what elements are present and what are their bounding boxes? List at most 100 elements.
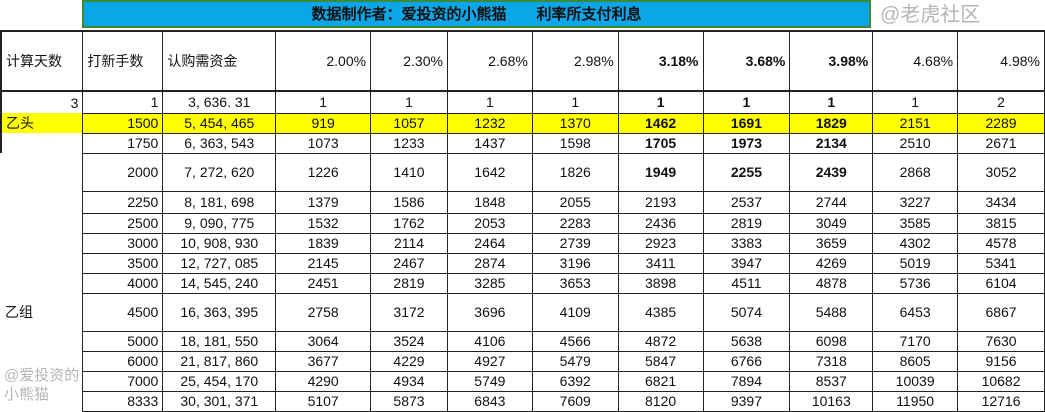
lots-cell[interactable]: 2500 bbox=[82, 212, 164, 234]
interest-cell[interactable]: 2053 bbox=[446, 212, 533, 234]
interest-cell[interactable]: 1 bbox=[370, 90, 448, 114]
interest-cell[interactable]: 3815 bbox=[957, 212, 1045, 234]
interest-cell[interactable]: 1848 bbox=[446, 190, 533, 214]
lots-cell[interactable]: 5000 bbox=[82, 330, 164, 352]
interest-cell[interactable]: 1410 bbox=[370, 152, 448, 192]
interest-cell[interactable]: 2134 bbox=[789, 132, 874, 154]
interest-cell[interactable]: 5488 bbox=[789, 292, 874, 332]
interest-cell[interactable]: 1 bbox=[275, 90, 372, 114]
interest-cell[interactable]: 1826 bbox=[531, 152, 619, 192]
interest-cell[interactable]: 1 bbox=[446, 90, 533, 114]
interest-cell[interactable]: 2151 bbox=[872, 112, 959, 134]
interest-cell[interactable]: 4511 bbox=[702, 272, 791, 294]
column-header[interactable]: 2.68% bbox=[446, 30, 533, 92]
interest-cell[interactable]: 5736 bbox=[872, 272, 959, 294]
funds-cell[interactable]: 5, 454, 465 bbox=[162, 112, 277, 134]
interest-cell[interactable]: 1057 bbox=[370, 112, 448, 134]
funds-cell[interactable]: 25, 454, 170 bbox=[162, 370, 277, 392]
interest-cell[interactable]: 1829 bbox=[789, 112, 874, 134]
column-header[interactable]: 计算天数 bbox=[0, 30, 83, 92]
column-header[interactable]: 2.30% bbox=[370, 30, 448, 92]
interest-cell[interactable]: 1 bbox=[531, 90, 619, 114]
interest-cell[interactable]: 1 bbox=[702, 90, 791, 114]
interest-cell[interactable]: 5107 bbox=[275, 390, 372, 412]
interest-cell[interactable]: 3677 bbox=[275, 350, 372, 372]
interest-cell[interactable]: 5638 bbox=[702, 330, 791, 352]
interest-cell[interactable]: 6821 bbox=[617, 370, 704, 392]
interest-cell[interactable]: 8537 bbox=[789, 370, 874, 392]
interest-cell[interactable]: 2055 bbox=[531, 190, 619, 214]
interest-cell[interactable]: 1462 bbox=[617, 112, 704, 134]
interest-cell[interactable]: 2436 bbox=[617, 212, 704, 234]
row-label-cell[interactable] bbox=[0, 133, 83, 153]
interest-cell[interactable]: 1586 bbox=[370, 190, 448, 214]
interest-cell[interactable]: 1532 bbox=[275, 212, 372, 234]
funds-cell[interactable]: 8, 181, 698 bbox=[162, 190, 277, 214]
interest-cell[interactable]: 4302 bbox=[872, 232, 959, 254]
interest-cell[interactable]: 4878 bbox=[789, 272, 874, 294]
interest-cell[interactable]: 2439 bbox=[789, 152, 874, 192]
interest-cell[interactable]: 1705 bbox=[617, 132, 704, 154]
funds-cell[interactable]: 3, 636. 31 bbox=[162, 90, 277, 114]
interest-cell[interactable]: 6766 bbox=[702, 350, 791, 372]
funds-cell[interactable]: 6, 363, 543 bbox=[162, 132, 277, 154]
interest-cell[interactable]: 2451 bbox=[275, 272, 372, 294]
lots-cell[interactable]: 2000 bbox=[82, 152, 164, 192]
column-header[interactable]: 2.98% bbox=[531, 30, 619, 92]
interest-cell[interactable]: 1226 bbox=[275, 152, 372, 192]
interest-cell[interactable]: 4927 bbox=[446, 350, 533, 372]
interest-cell[interactable]: 6104 bbox=[957, 272, 1045, 294]
interest-cell[interactable]: 3064 bbox=[275, 330, 372, 352]
interest-cell[interactable]: 5847 bbox=[617, 350, 704, 372]
funds-cell[interactable]: 9, 090, 775 bbox=[162, 212, 277, 234]
interest-cell[interactable]: 6867 bbox=[957, 292, 1045, 332]
interest-cell[interactable]: 7630 bbox=[957, 330, 1045, 352]
interest-cell[interactable]: 3383 bbox=[702, 232, 791, 254]
interest-cell[interactable]: 4269 bbox=[789, 252, 874, 274]
interest-cell[interactable]: 1 bbox=[872, 90, 959, 114]
interest-cell[interactable]: 6843 bbox=[446, 390, 533, 412]
interest-cell[interactable]: 2467 bbox=[370, 252, 448, 274]
interest-cell[interactable]: 1370 bbox=[531, 112, 619, 134]
interest-cell[interactable]: 4566 bbox=[531, 330, 619, 352]
column-header[interactable]: 3.98% bbox=[789, 30, 874, 92]
interest-cell[interactable]: 6098 bbox=[789, 330, 874, 352]
interest-cell[interactable]: 4934 bbox=[370, 370, 448, 392]
lots-cell[interactable]: 4500 bbox=[82, 292, 164, 332]
column-header[interactable]: 打新手数 bbox=[82, 30, 164, 92]
row-label-cell[interactable] bbox=[1, 273, 83, 293]
interest-cell[interactable]: 5873 bbox=[370, 390, 448, 412]
column-header[interactable]: 2.00% bbox=[275, 30, 372, 92]
column-header[interactable]: 认购需资金 bbox=[162, 30, 277, 92]
interest-cell[interactable]: 9397 bbox=[702, 390, 791, 412]
interest-cell[interactable]: 6392 bbox=[531, 370, 619, 392]
lots-cell[interactable]: 8333 bbox=[82, 390, 164, 412]
interest-cell[interactable]: 1691 bbox=[702, 112, 791, 134]
interest-cell[interactable]: 12716 bbox=[957, 390, 1045, 412]
interest-cell[interactable]: 2145 bbox=[275, 252, 372, 274]
interest-cell[interactable]: 3898 bbox=[617, 272, 704, 294]
row-label-cell[interactable] bbox=[1, 213, 83, 233]
interest-cell[interactable]: 4578 bbox=[957, 232, 1045, 254]
lots-cell[interactable]: 3000 bbox=[82, 232, 164, 254]
interest-cell[interactable]: 919 bbox=[275, 112, 372, 134]
interest-cell[interactable]: 2758 bbox=[275, 292, 372, 332]
interest-cell[interactable]: 1232 bbox=[446, 112, 533, 134]
interest-cell[interactable]: 2 bbox=[957, 90, 1045, 114]
lots-cell[interactable]: 4000 bbox=[82, 272, 164, 294]
lots-cell[interactable]: 1 bbox=[82, 90, 164, 114]
lots-cell[interactable]: 6000 bbox=[82, 350, 164, 372]
funds-cell[interactable]: 12, 727, 085 bbox=[162, 252, 277, 274]
interest-cell[interactable]: 5749 bbox=[446, 370, 533, 392]
column-header[interactable]: 3.18% bbox=[617, 30, 704, 92]
interest-cell[interactable]: 10163 bbox=[789, 390, 874, 412]
interest-cell[interactable]: 8605 bbox=[872, 350, 959, 372]
row-label-cell[interactable] bbox=[1, 233, 83, 253]
interest-cell[interactable]: 1973 bbox=[702, 132, 791, 154]
interest-cell[interactable]: 1839 bbox=[275, 232, 372, 254]
row-label-cell[interactable] bbox=[1, 253, 83, 273]
interest-cell[interactable]: 2510 bbox=[872, 132, 959, 154]
column-header[interactable]: 4.68% bbox=[872, 30, 959, 92]
interest-cell[interactable]: 1379 bbox=[275, 190, 372, 214]
funds-cell[interactable]: 16, 363, 395 bbox=[162, 292, 277, 332]
